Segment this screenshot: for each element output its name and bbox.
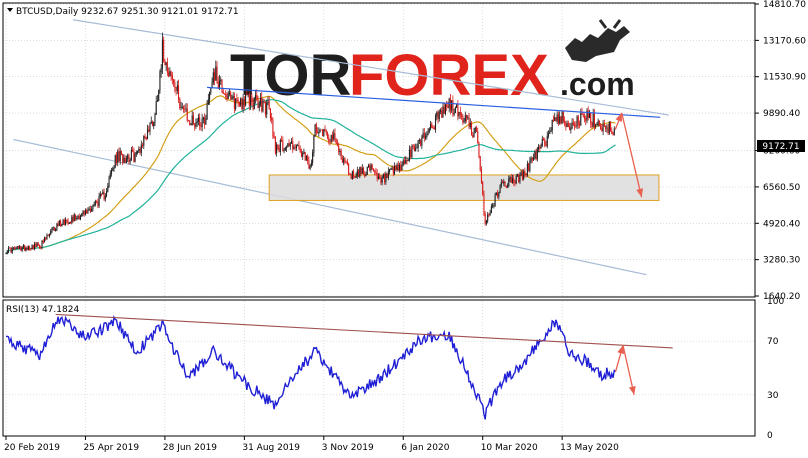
price-tick-label: 13170.60: [763, 36, 806, 46]
rsi-tick-label: 0: [767, 431, 773, 441]
time-tick-label: 20 Feb 2019: [4, 443, 60, 453]
ma-slow-line: [5, 99, 616, 254]
channel-upper-line: [72, 19, 670, 116]
rsi-forecast-down-arrow-shaft: [622, 345, 635, 395]
collapse-triangle-icon: [7, 8, 13, 12]
support-zone: [268, 174, 660, 201]
time-tick-label: 28 Jun 2019: [163, 443, 217, 453]
price-tick-label: 9890.40: [763, 109, 800, 119]
resistance-line-segment: [207, 86, 661, 118]
time-tick-label: 6 Jan 2020: [401, 443, 449, 453]
price-tick-label: 6560.50: [763, 183, 800, 193]
rsi-trendline-segment: [55, 313, 673, 349]
price-tick-label: 11530.90: [763, 73, 806, 83]
channel-lower-line: [13, 138, 647, 276]
rsi-tick-label: 30: [767, 391, 779, 401]
current-price-bg: [757, 140, 805, 152]
moving-averages: [5, 95, 616, 254]
watermark-text-forex: FOREX: [349, 43, 549, 108]
ma-fast-line: [18, 95, 616, 250]
rsi-tick-label: 100: [767, 297, 784, 307]
price-panel-frame: [2, 2, 756, 298]
forecast-up-arrow-head: [615, 112, 623, 122]
forecast-down-arrow-shaft: [621, 112, 643, 198]
rsi-grid: [3, 301, 755, 435]
time-tick-label: 13 May 2020: [560, 443, 619, 453]
price-tick-label: 14810.70: [763, 0, 806, 10]
time-tick-label: 3 Nov 2019: [322, 443, 374, 453]
rsi-forecast-up-arrow-head: [617, 345, 625, 355]
watermark-text-com: .com: [560, 66, 635, 102]
symbol-header: BTCUSD,Daily 9232.67 9251.30 9121.01 917…: [7, 7, 239, 17]
time-axis: 20 Feb 2019 25 Apr 2019 28 Jun 2019 31 Aug …: [4, 436, 619, 453]
forecast-arrows: [614, 112, 644, 198]
time-tick-label: 25 Apr 2019: [83, 443, 139, 453]
rsi-panel-frame: [2, 299, 756, 437]
price-tick-label: 3280.30: [763, 256, 800, 266]
rsi-forecast-arrows: [614, 345, 636, 395]
bull-logo-icon: [565, 19, 630, 62]
rsi-line: [5, 314, 617, 420]
time-tick-label: 31 Aug 2019: [242, 443, 300, 453]
rsi-trendline: [55, 313, 673, 349]
rsi-axis: 100 70 30 0: [767, 297, 784, 441]
price-tick-label: 1640.20: [763, 292, 800, 302]
current-price-badge: 9172.71: [757, 140, 805, 152]
rsi-series-line: [5, 314, 617, 420]
price-grid: [3, 3, 755, 297]
current-price-label: 9172.71: [762, 142, 799, 152]
rsi-forecast-down-arrow-head: [628, 385, 636, 395]
forecast-down-arrow-head: [636, 188, 644, 198]
rsi-tick-label: 70: [767, 337, 779, 347]
symbol-line: BTCUSD,Daily 9232.67 9251.30 9121.01 917…: [16, 7, 239, 17]
resistance-line: [207, 86, 661, 118]
time-tick-label: 10 Mar 2020: [481, 443, 538, 453]
candles: [5, 32, 617, 255]
watermark-logo: TOR FOREX .com: [230, 19, 635, 108]
watermark-text-tor: TOR: [230, 43, 351, 108]
support-zone-rect: [268, 174, 660, 201]
rsi-label: RSI(13) 47.1824: [6, 305, 79, 315]
price-tick-label: 4920.40: [763, 219, 800, 229]
